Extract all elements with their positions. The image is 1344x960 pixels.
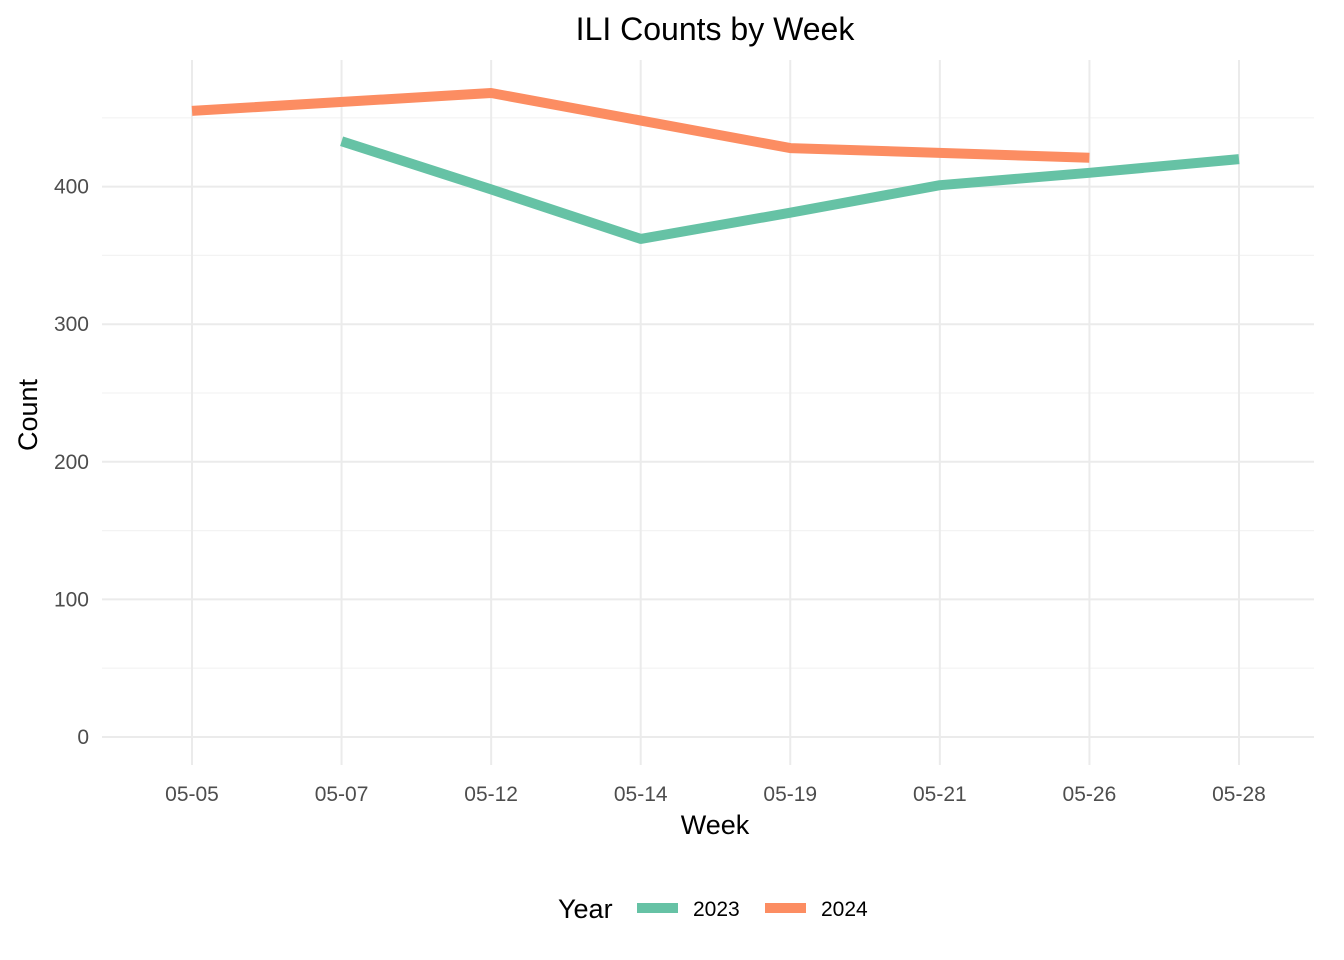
y-tick-label: 300 [54,313,89,336]
x-axis-label: Week [681,810,750,840]
series-line-2024 [191,88,1090,163]
grid-lines [102,60,1314,765]
chart-title: ILI Counts by Week [576,11,856,47]
x-tick-label: 05-05 [165,783,219,806]
y-tick-label: 400 [54,176,89,199]
x-axis-ticks: 05-05 05-07 05-12 05-14 05-19 05-21 05-26 05-28 [165,783,1266,806]
y-axis-ticks: 0 100 200 300 400 [54,176,89,749]
legend: Year 2023 2024 [558,894,868,924]
x-tick-label: 05-26 [1063,783,1117,806]
y-tick-label: 200 [54,451,89,474]
x-tick-label: 05-14 [614,783,668,806]
y-axis-label: Count [13,378,43,451]
y-tick-label: 100 [54,588,89,611]
legend-title: Year [558,894,613,924]
legend-label-2023: 2023 [693,898,740,921]
x-tick-label: 05-19 [763,783,817,806]
x-tick-label: 05-21 [913,783,967,806]
y-tick-label: 0 [77,726,89,749]
x-tick-label: 05-12 [464,783,518,806]
series-line-2023 [340,136,1240,244]
x-tick-label: 05-07 [315,783,369,806]
legend-label-2024: 2024 [821,898,868,921]
series-lines [191,88,1240,244]
x-tick-label: 05-28 [1212,783,1266,806]
